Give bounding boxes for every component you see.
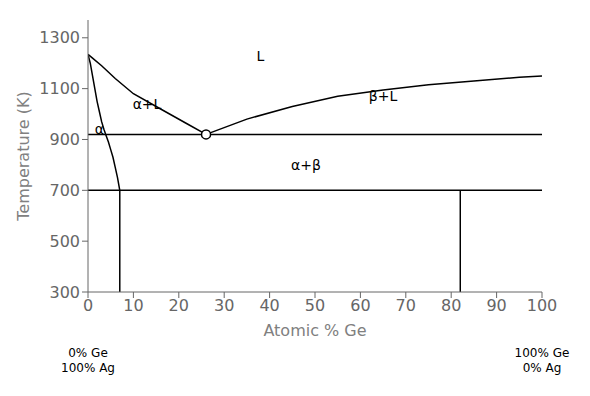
svg-text:α: α <box>95 121 104 137</box>
svg-text:100: 100 <box>527 296 558 315</box>
svg-text:60: 60 <box>350 296 370 315</box>
svg-text:L: L <box>257 48 265 64</box>
svg-text:0: 0 <box>83 296 93 315</box>
svg-text:500: 500 <box>49 232 80 251</box>
svg-text:Temperature (K): Temperature (K) <box>14 91 33 221</box>
svg-text:1100: 1100 <box>39 79 80 98</box>
svg-text:700: 700 <box>49 181 80 200</box>
svg-text:80: 80 <box>441 296 461 315</box>
svg-text:70: 70 <box>396 296 416 315</box>
svg-text:1300: 1300 <box>39 28 80 47</box>
html-text:100% Ge: 100% Ge <box>514 346 570 360</box>
svg-text:10: 10 <box>123 296 143 315</box>
svg-text:α+β: α+β <box>291 157 321 173</box>
html-text:0% Ag: 0% Ag <box>522 361 562 375</box>
svg-text:50: 50 <box>305 296 325 315</box>
svg-text:α+L: α+L <box>133 96 162 112</box>
svg-text:300: 300 <box>49 283 80 302</box>
svg-text:30: 30 <box>214 296 234 315</box>
svg-text:40: 40 <box>259 296 279 315</box>
html-text:100% Ag: 100% Ag <box>61 361 115 375</box>
svg-text:Atomic % Ge: Atomic % Ge <box>263 321 366 340</box>
svg-text:β+L: β+L <box>369 88 398 104</box>
svg-text:900: 900 <box>49 130 80 149</box>
svg-text:20: 20 <box>169 296 189 315</box>
html-text:0% Ge: 0% Ge <box>68 346 108 360</box>
svg-text:90: 90 <box>486 296 506 315</box>
